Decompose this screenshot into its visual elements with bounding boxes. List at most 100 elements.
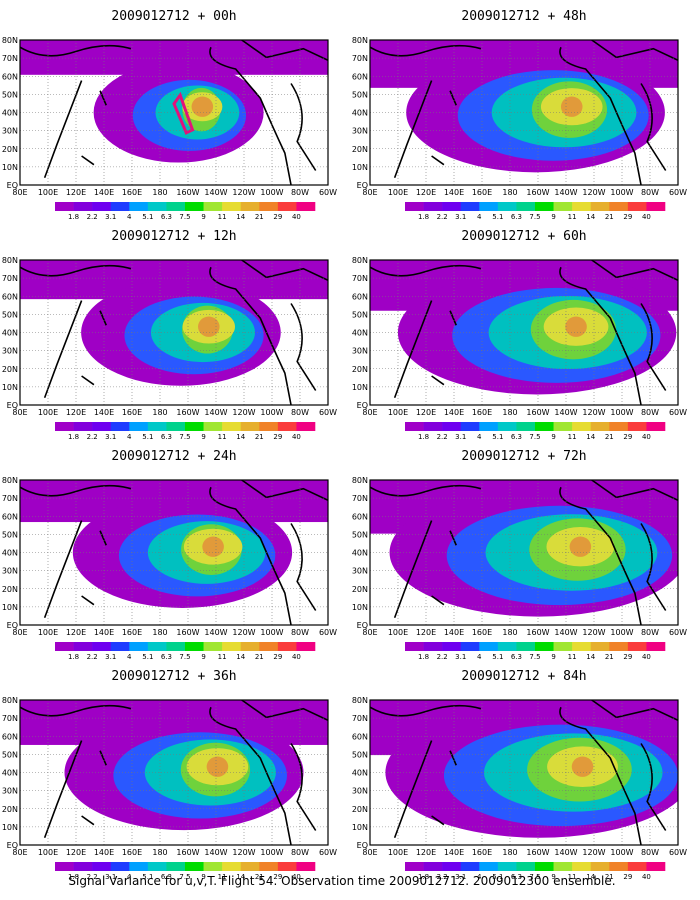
lat-tick-label: EQ — [7, 401, 18, 410]
colorbar-label: 3.1 — [105, 873, 116, 881]
lon-tick-label: 140W — [554, 408, 577, 417]
colorbar-swatch — [646, 422, 666, 431]
lon-tick-label: 160E — [472, 628, 492, 637]
colorbar-label: 1.8 — [68, 433, 79, 441]
lon-tick-label: 60W — [669, 408, 687, 417]
map-frame — [19, 259, 329, 406]
lat-tick-label: 20N — [352, 365, 368, 374]
colorbar-swatch — [259, 862, 279, 871]
graticule — [370, 480, 678, 625]
lon-tick-label: 80E — [362, 628, 377, 637]
lat-tick-label: 80N — [2, 256, 18, 265]
lon-tick-label: 80W — [291, 188, 309, 197]
colorbar-label: 6.3 — [161, 873, 172, 881]
colorbar-label: 2.2 — [437, 653, 448, 661]
colorbar-swatch — [55, 862, 74, 871]
variance-max — [206, 756, 229, 777]
lon-tick-label: 160W — [176, 408, 199, 417]
colorbar-label: 1.8 — [418, 213, 429, 221]
colorbar-swatch — [516, 422, 536, 431]
lon-tick-label: 160W — [176, 848, 199, 857]
lon-tick-label: 160W — [176, 628, 199, 637]
colorbar-label: 9 — [551, 873, 555, 881]
lat-tick-label: 40N — [352, 329, 368, 338]
lon-tick-label: 80E — [362, 408, 377, 417]
colorbar-swatch — [460, 422, 480, 431]
colorbar-label: 29 — [273, 213, 282, 221]
colorbar-label: 14 — [586, 213, 595, 221]
lat-tick-label: 10N — [2, 603, 18, 612]
colorbar-swatch — [405, 862, 424, 871]
colorbar-swatch — [423, 642, 443, 651]
panel-title: 2009012712 + 00h — [111, 9, 236, 24]
lon-tick-label: 120W — [582, 628, 605, 637]
colorbar-label: 29 — [273, 653, 282, 661]
colorbar-swatch — [423, 862, 443, 871]
colorbar-swatch — [646, 642, 666, 651]
colorbar-label: 2.2 — [87, 433, 98, 441]
colorbar-label: 21 — [255, 213, 264, 221]
colorbar-label: 4 — [127, 433, 132, 441]
colorbar-swatch — [497, 422, 517, 431]
colorbar-label: 1.8 — [418, 433, 429, 441]
lon-tick-label: 140E — [94, 188, 114, 197]
colorbar-label: 7.5 — [529, 433, 540, 441]
lon-tick-label: 80E — [12, 408, 27, 417]
lat-tick-label: 60N — [2, 72, 18, 81]
map-frame — [19, 699, 329, 846]
colorbar-swatch — [73, 862, 93, 871]
lat-tick-label: 70N — [352, 54, 368, 63]
lat-tick-label: 80N — [2, 476, 18, 485]
lat-tick-label: 40N — [2, 769, 18, 778]
colorbar-swatch — [479, 862, 499, 871]
variance-max — [571, 756, 594, 777]
colorbar-swatch — [55, 422, 74, 431]
lon-tick-label: 160E — [122, 408, 142, 417]
lon-tick-label: 80E — [12, 628, 27, 637]
colorbar: 1.8 2.2 3.1 4 5.1 6.3 7.5 9 11 14 21 29 40 — [405, 642, 666, 661]
colorbar-swatch — [222, 862, 242, 871]
lat-tick-label: EQ — [7, 621, 18, 630]
lon-tick-label: 140W — [204, 408, 227, 417]
map-panel: 2009012712 + 00h 80E 100E 120E 140E 160E 180 16… — [2, 9, 337, 221]
colorbar-swatch — [296, 642, 316, 651]
coastlines — [370, 40, 678, 185]
colorbar-swatch — [92, 862, 112, 871]
colorbar-swatch — [497, 202, 517, 211]
colorbar-label: 6.3 — [511, 433, 522, 441]
map-panel: 2009012712 + 24h 80E 100E 120E 140E 160E 180 16… — [2, 449, 337, 661]
colorbar-label: 14 — [586, 873, 595, 881]
colorbar-swatch — [185, 202, 204, 211]
lat-tick-label: 20N — [352, 805, 368, 814]
colorbar-swatch — [240, 202, 260, 211]
colorbar-label: 1.8 — [418, 873, 429, 881]
colorbar-label: 5.1 — [492, 653, 503, 661]
colorbar-swatch — [259, 642, 279, 651]
lat-tick-label: EQ — [357, 181, 368, 190]
lat-tick-label: 50N — [2, 750, 18, 759]
colorbar-swatch — [609, 202, 629, 211]
lat-tick-label: 60N — [2, 512, 18, 521]
colorbar-swatch — [55, 202, 74, 211]
lat-tick-label: 10N — [2, 383, 18, 392]
lat-tick-label: 70N — [352, 714, 368, 723]
panel-title: 2009012712 + 60h — [461, 229, 586, 244]
colorbar-label: 6.3 — [511, 213, 522, 221]
colorbar-swatch — [110, 862, 130, 871]
colorbar-label: 21 — [255, 873, 264, 881]
lon-tick-label: 140W — [204, 848, 227, 857]
colorbar-label: 9 — [201, 873, 205, 881]
colorbar-swatch — [423, 422, 443, 431]
colorbar-label: 40 — [642, 213, 651, 221]
colorbar-swatch — [296, 202, 316, 211]
lat-tick-label: 50N — [2, 90, 18, 99]
colorbar-swatch — [553, 642, 573, 651]
colorbar-swatch — [405, 422, 424, 431]
colorbar-swatch — [296, 422, 316, 431]
colorbar-swatch — [627, 202, 647, 211]
map-panel: 2009012712 + 60h 80E 100E 120E 140E 160E 180 16… — [352, 229, 687, 441]
colorbar-swatch — [222, 422, 242, 431]
lon-tick-label: 120E — [416, 188, 436, 197]
lon-tick-label: 120W — [232, 188, 255, 197]
colorbar-label: 2.2 — [437, 433, 448, 441]
